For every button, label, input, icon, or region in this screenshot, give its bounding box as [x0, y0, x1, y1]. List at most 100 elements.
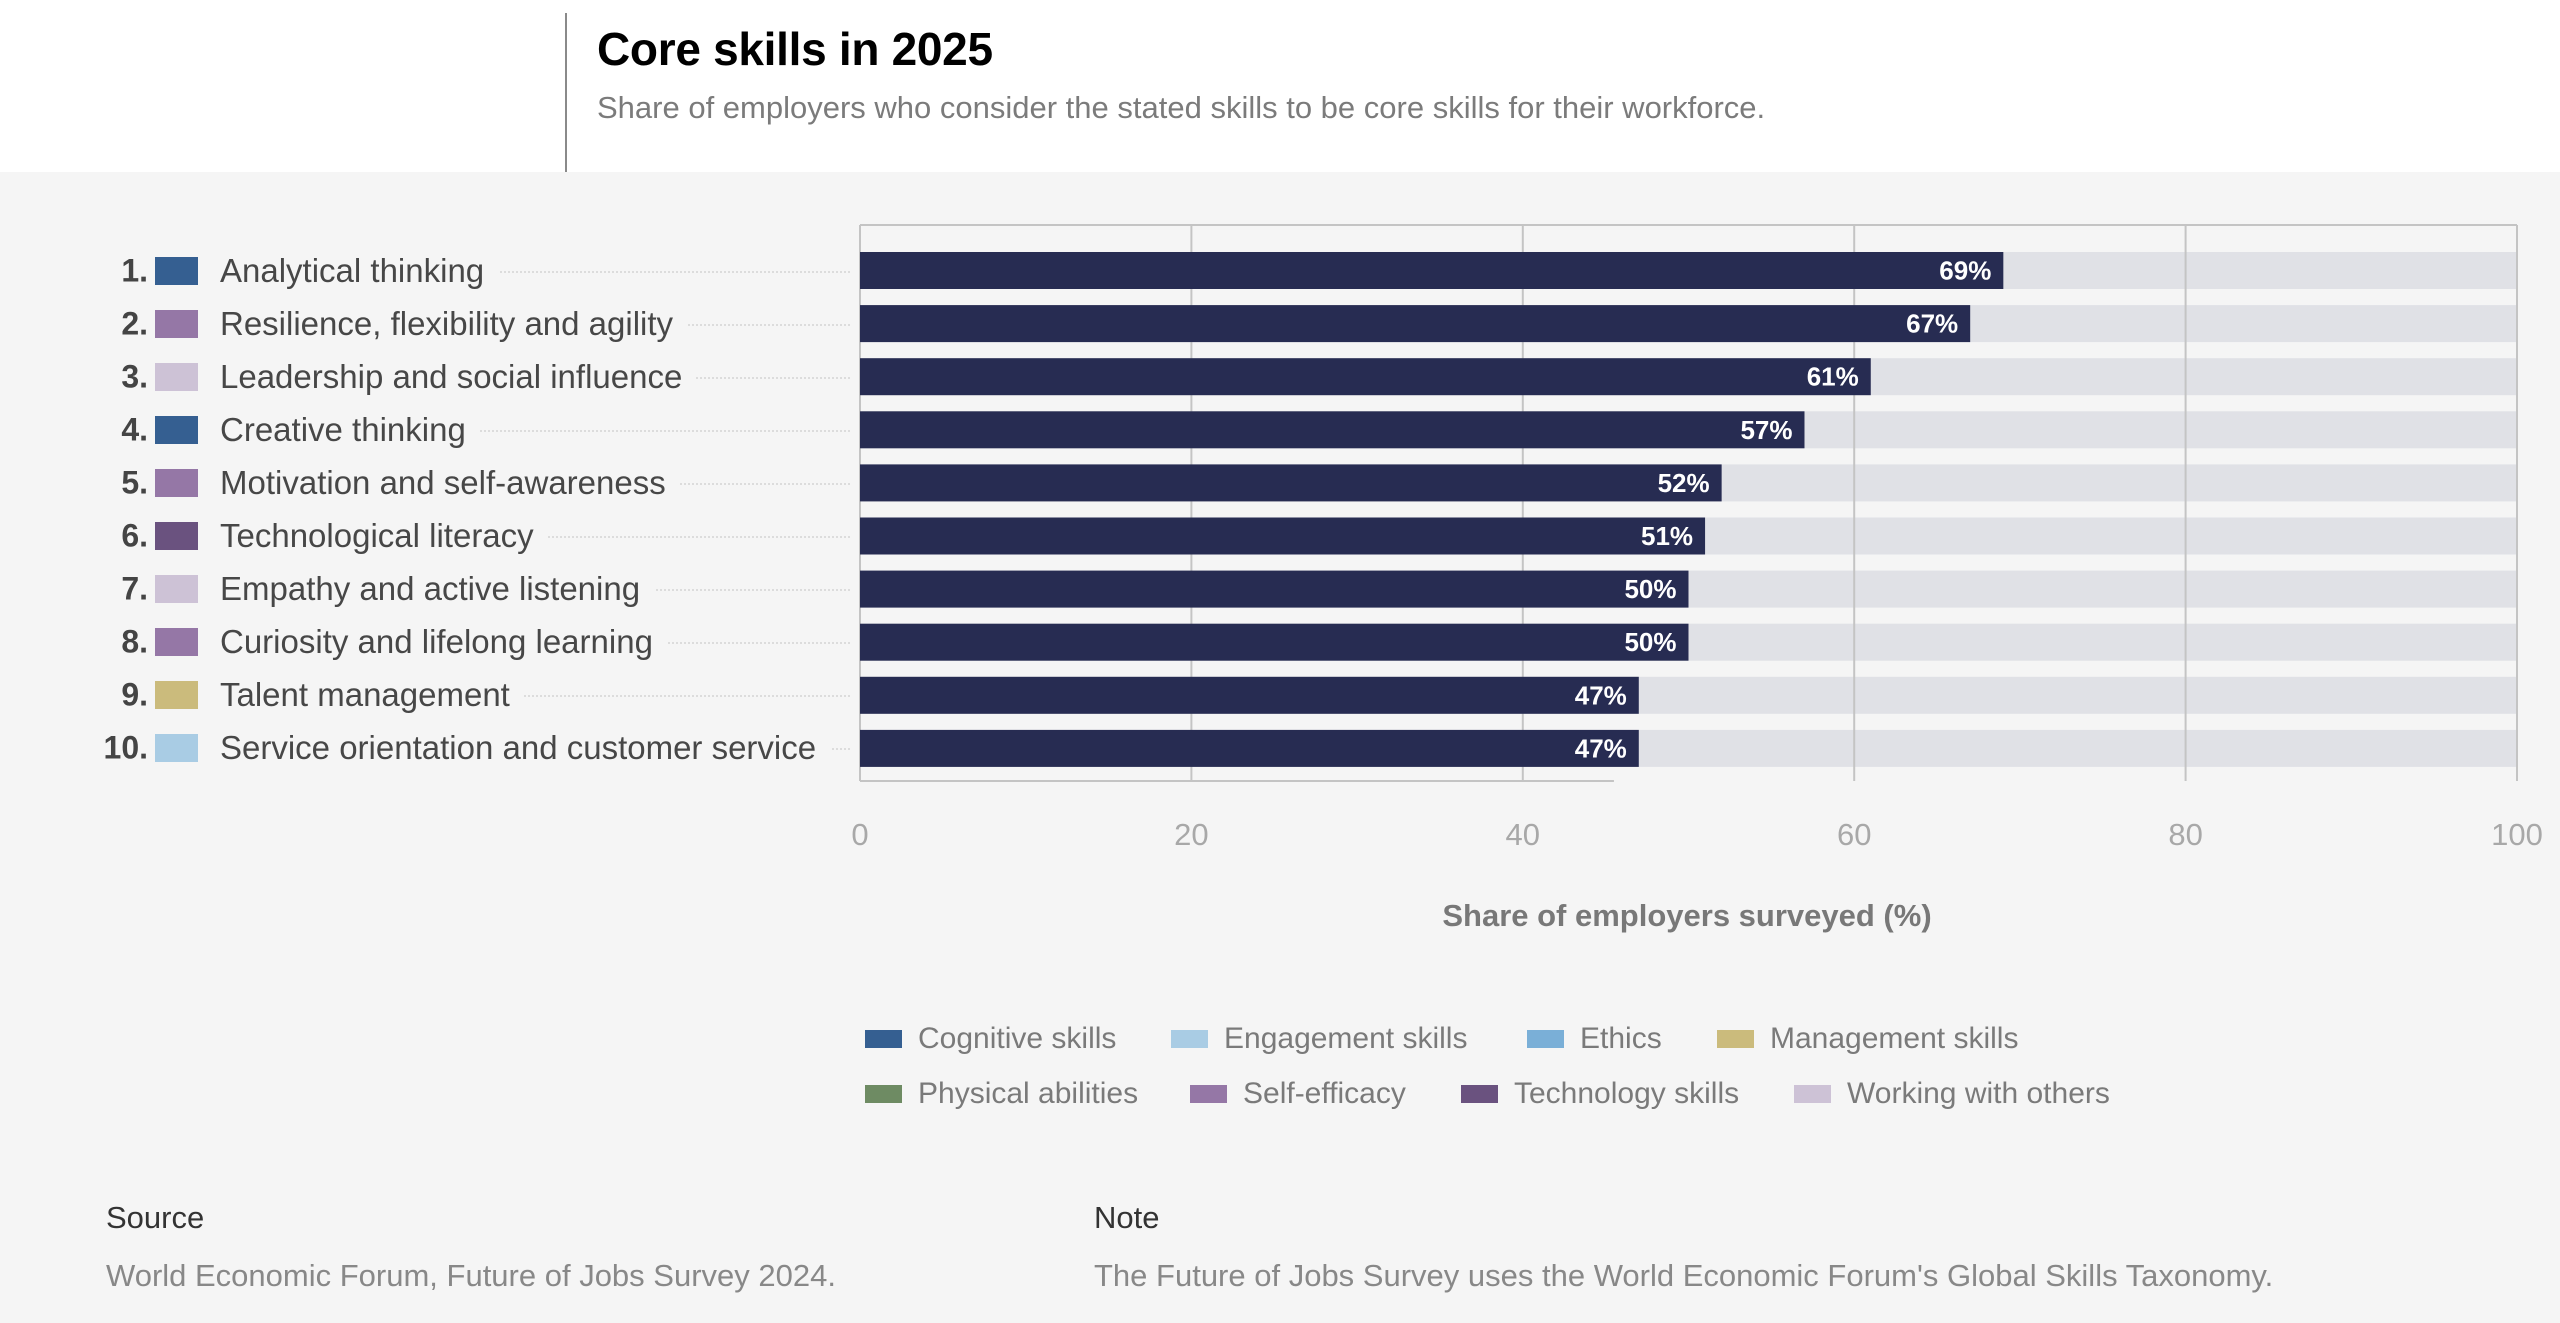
x-tick-label: 80	[2168, 817, 2202, 852]
legend-label: Engagement skills	[1224, 1022, 1468, 1055]
legend-label: Physical abilities	[918, 1077, 1139, 1110]
skill-name: Motivation and self-awareness	[220, 463, 680, 502]
bar	[860, 676, 1639, 714]
skill-name: Creative thinking	[220, 410, 480, 449]
category-swatch	[155, 628, 198, 657]
legend-item-management: Management skills	[1717, 1022, 2018, 1056]
skill-rank: 6.	[121, 517, 148, 554]
category-swatch	[155, 734, 198, 763]
note-heading: Note	[1094, 1200, 1160, 1235]
skill-rank: 4.	[121, 411, 148, 448]
legend-swatch	[865, 1030, 902, 1048]
skill-name: Analytical thinking	[220, 251, 499, 290]
legend-item-physical: Physical abilities	[865, 1077, 1138, 1111]
bar	[860, 623, 1689, 661]
category-swatch	[155, 256, 198, 285]
skill-name: Technological literacy	[220, 517, 548, 555]
x-tick-label: 60	[1837, 817, 1871, 852]
source-heading: Source	[106, 1200, 205, 1235]
skill-row: 10. Service orientation and customer serv…	[0, 729, 856, 768]
legend-item-engagement: Engagement skills	[1171, 1022, 1467, 1056]
legend-item-ethics: Ethics	[1527, 1022, 1662, 1056]
legend-swatch	[1190, 1085, 1227, 1103]
skill-row: 1. Analytical thinking	[0, 251, 856, 290]
bar	[860, 464, 1722, 502]
x-tick-label: 0	[851, 817, 868, 852]
leader-dots	[220, 270, 850, 273]
legend-label: Management skills	[1770, 1022, 2019, 1055]
header-divider	[565, 13, 567, 172]
skill-name: Resilience, flexibility and agility	[220, 304, 688, 343]
skill-name: Service orientation and customer service	[220, 729, 831, 768]
skill-row: 3. Leadership and social influence	[0, 357, 856, 396]
skill-rank: 1.	[121, 252, 148, 288]
skill-rank: 9.	[121, 676, 148, 713]
legend-item-cognitive: Cognitive skills	[865, 1022, 1116, 1056]
bar	[860, 570, 1689, 608]
chart-title: Core skills in 2025	[597, 23, 993, 75]
legend-item-working-with-others: Working with others	[1794, 1077, 2110, 1111]
skill-name: Leadership and social influence	[220, 357, 697, 396]
chart-header: Core skills in 2025 Share of employers w…	[0, 0, 2560, 172]
skill-rank: 3.	[121, 358, 148, 395]
bar-value-label: 61%	[1807, 362, 1859, 392]
bars	[860, 252, 2004, 767]
skill-row: 5. Motivation and self-awareness	[0, 463, 856, 502]
bar	[860, 252, 2004, 289]
bar	[860, 729, 1639, 767]
legend-item-technology: Technology skills	[1461, 1077, 1739, 1111]
chart-subtitle: Share of employers who consider the stat…	[597, 90, 1766, 125]
bar-value-label: 69%	[1939, 256, 1991, 286]
bar	[860, 517, 1706, 555]
x-axis-ticks: 0 20 40 60 80 100	[851, 817, 2542, 852]
legend-label: Ethics	[1580, 1022, 1662, 1055]
bar-value-label: 51%	[1641, 521, 1693, 551]
skill-rank: 10.	[103, 729, 148, 766]
category-swatch	[155, 575, 198, 604]
bar-value-label: 47%	[1575, 680, 1627, 710]
skill-rank: 7.	[121, 570, 148, 607]
value-labels: 69% 67% 61% 57% 52% 51% 50% 50% 47% 47%	[1575, 256, 1992, 764]
bar-value-label: 50%	[1624, 627, 1676, 657]
x-axis-title: Share of employers surveyed (%)	[1442, 898, 1932, 933]
skill-rank: 2.	[121, 305, 148, 342]
category-swatch	[155, 309, 198, 338]
bar	[860, 358, 1871, 396]
category-swatch	[155, 415, 198, 444]
skill-rank: 5.	[121, 464, 148, 501]
note-text: The Future of Jobs Survey uses the World…	[1094, 1258, 2274, 1293]
category-swatch	[155, 522, 198, 550]
bar-value-label: 52%	[1658, 468, 1710, 498]
skill-row: 6. Technological literacy	[0, 517, 856, 555]
legend-swatch	[1717, 1030, 1754, 1048]
category-swatch	[155, 468, 198, 497]
bar-value-label: 57%	[1740, 415, 1792, 445]
bar-value-label: 67%	[1906, 309, 1958, 339]
skill-row: 2. Resilience, flexibility and agility	[0, 304, 856, 343]
x-tick-label: 100	[2491, 817, 2543, 852]
source-text: World Economic Forum, Future of Jobs Sur…	[106, 1258, 836, 1293]
x-tick-label: 40	[1506, 817, 1540, 852]
legend-swatch	[1527, 1030, 1564, 1048]
legend-item-self-efficacy: Self-efficacy	[1190, 1077, 1406, 1111]
bar-value-label: 50%	[1624, 574, 1676, 604]
skill-name: Empathy and active listening	[220, 570, 655, 609]
bar-value-label: 47%	[1575, 733, 1627, 763]
legend-label: Working with others	[1847, 1077, 2110, 1110]
x-tick-label: 20	[1174, 817, 1208, 852]
skill-name: Talent management	[220, 676, 524, 715]
skill-row: 4. Creative thinking	[0, 410, 856, 449]
legend-label: Technology skills	[1514, 1077, 1740, 1110]
skill-row: 8. Curiosity and lifelong learning	[0, 623, 856, 662]
category-swatch	[155, 681, 198, 710]
legend-label: Self-efficacy	[1243, 1077, 1406, 1110]
category-swatch	[155, 362, 198, 391]
leader-dots	[220, 695, 850, 698]
legend-swatch	[1171, 1030, 1208, 1048]
bar	[860, 411, 1805, 449]
skill-rank: 8.	[121, 623, 148, 660]
legend-swatch	[865, 1085, 902, 1103]
skill-name: Curiosity and lifelong learning	[220, 623, 667, 662]
legend-swatch	[1794, 1085, 1831, 1103]
